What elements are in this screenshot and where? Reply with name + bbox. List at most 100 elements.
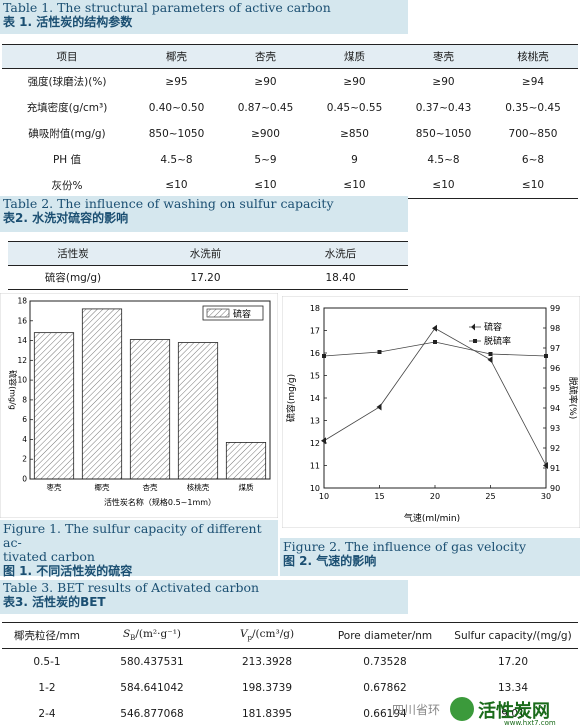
figure1-bar [177,342,219,480]
figure1-y-tick-label: 2 [22,455,27,464]
figure2-y-axis-label-left: 硫容(mg/g) [285,374,297,422]
table1-cell: 强度(球磨法)(%) [27,76,107,89]
figure2-y-tick-label-right: 90 [550,484,560,493]
table1-cell: ≥90 [432,75,455,88]
table1-cell: 4.5~8 [160,153,193,166]
table3-cell: 0.73528 [363,655,407,668]
table1-header-cell: 杏壳 [221,44,310,69]
table3-header-row: 椰壳粒径/mm SB/(m²·g⁻¹) Vp/(cm³/g) Pore diam… [2,622,578,649]
figure1-caption-en-1: Figure 1. The sulfur capacity of differe… [3,521,262,550]
figure1-y-tick-label: 4 [22,435,27,444]
table3-header-cell: Pore diameter/nm [337,629,433,642]
table1-header-cell: 核桃壳 [488,44,578,69]
figure1-y-tick-label: 14 [17,336,27,345]
table2: 活性炭 水洗前 水洗后 硫容(mg/g) 17.20 18.40 [8,241,408,290]
table-row: 0.5-1 580.437531 213.3928 0.73528 17.20 [2,648,578,675]
figure2-point-triangle [432,324,437,332]
table-row: 碘吸附值(mg/g) 850~1050 ≥900 ≥850 850~1050 7… [2,121,578,147]
table1-cell: ≤10 [432,179,455,192]
figure2-y-tick-label-right: 91 [550,464,560,473]
table3-cell: 0.66194 [363,707,407,720]
watermark-text-1: 四川省环 [392,703,441,717]
figure2-plot-frame [323,307,547,489]
figure2-chart: 10 11 12 13 14 15 16 17 18 90 91 92 93 94 95 96 97 98 99 10… [282,296,580,528]
table-row: 硫容(mg/g) 17.20 18.40 [8,265,408,290]
figure1-caption-zh: 图 1. 不同活性炭的硫容 [3,564,133,578]
table2-header-cell: 水洗后 [273,241,408,266]
figure1-y-tick-label: 8 [22,395,27,404]
figure1-y-axis-label: 硫容(mg/g [8,370,18,410]
table1-header-cell: 椰壳 [132,44,221,69]
figure2-y-tick-label-right: 95 [550,384,560,393]
table3: 椰壳粒径/mm SB/(m²·g⁻¹) Vp/(cm³/g) Pore diam… [2,622,578,727]
figure2-point-triangle [487,356,493,364]
table2-header-cell: 活性炭 [8,241,138,266]
table1-cell: ≤10 [165,179,188,192]
figure1-caption-en-2: tivated carbon [3,549,95,564]
figure2-legend-marker-triangle [471,323,475,331]
table2-cell: 硫容(mg/g) [44,272,102,284]
watermark-url: www.hxt7.com [504,719,556,727]
figure1-y-tick-label: 0 [22,475,27,484]
figure2-x-tick-label: 15 [374,492,384,501]
table1-header-row: 项目 椰壳 杏壳 煤质 枣壳 核桃壳 [2,44,578,69]
table1-header-cell: 项目 [2,44,132,69]
figure1-x-tick-label: 煤质 [239,482,254,492]
table1-cell: 灰份% [51,179,83,192]
table1-cell: 9 [351,153,358,166]
table3-header-cell: Vp/(cm³/g) [239,628,295,643]
figure2-point-square [433,340,437,344]
table3-cell: 580.437531 [120,655,184,668]
table1-cell: 700~850 [508,127,558,140]
table2-cell: 18.40 [325,271,356,284]
table1-cell: 0.35~0.45 [505,101,561,114]
figure2-legend-label-2: 脱硫率 [484,335,511,347]
figure2-y-tick-label-left: 17 [310,327,320,336]
table1-caption: Table 1. The structural parameters of ac… [0,0,408,34]
figure2-x-tick-label: 20 [430,492,440,501]
table2-caption-zh: 表2. 水洗对硫容的影响 [3,211,129,225]
table1-cell: ≥850 [340,127,369,140]
figure2-series-line [323,341,547,357]
table3-cell: 17.20 [497,655,529,668]
figure2-point-square [377,350,382,354]
figure2-y-axis-label-right: 脱硫率(%) [567,377,579,420]
figure2-y-tick-label-left: 14 [310,394,320,403]
table3-cell: 0.5-1 [33,655,61,668]
figure2-y-tick-label-left: 11 [310,462,320,471]
table-row: 强度(球磨法)(%) ≥95 ≥90 ≥90 ≥90 ≥94 [2,68,578,95]
figure2-point-square [488,352,493,356]
table2-caption-en: Table 2. The influence of washing on sul… [3,196,334,211]
figure1-y-tick-label: 12 [17,356,27,365]
figure2-point-square [322,354,326,358]
table3-cell: 2-4 [38,707,56,720]
table3-cell: 213.3928 [241,655,293,668]
table3-header-cell: Sulfur capacity/(mg/g) [454,629,572,642]
figure2-y-tick-label-right: 96 [550,364,560,373]
figure1-y-tick-label: 16 [17,316,27,325]
table2-cell: 17.20 [190,271,221,284]
table1-cell: ≥95 [165,75,188,88]
figure2-caption-en: Figure 2. The influence of gas velocity [283,539,527,554]
figure1-bar [225,442,267,480]
table1-cell: 0.87~0.45 [237,101,294,114]
figure1-x-tick-label: 杏壳 [143,482,158,492]
table1-cell: ≤10 [343,179,366,192]
table3-cell: 0.67862 [363,681,407,694]
figure1-y-tick-label: 10 [17,376,27,385]
table3-caption-en: Table 3. BET results of Activated carbon [3,580,260,595]
table3-caption-zh: 表3. 活性炭的BET [3,595,106,609]
figure1-x-tick-label: 枣壳 [47,482,62,492]
figure2-x-tick-label: 25 [485,492,495,501]
figure1-bar [33,332,75,480]
table1-cell: 0.40~0.50 [148,101,205,114]
table3-cell: 181.8395 [241,707,293,720]
table2-header-row: 活性炭 水洗前 水洗后 [8,241,408,266]
figure2-y-tick-label-left: 16 [310,349,320,358]
figure2-y-tick-label-left: 10 [310,484,320,493]
table1-header-cell: 煤质 [310,44,399,69]
table1-caption-en: Table 1. The structural parameters of ac… [3,0,331,15]
figure2-y-tick-label-left: 12 [310,439,320,448]
figure1-caption: Figure 1. The sulfur capacity of differe… [0,520,278,578]
table-row: 灰份% ≤10 ≤10 ≤10 ≤10 ≤10 [2,173,578,199]
